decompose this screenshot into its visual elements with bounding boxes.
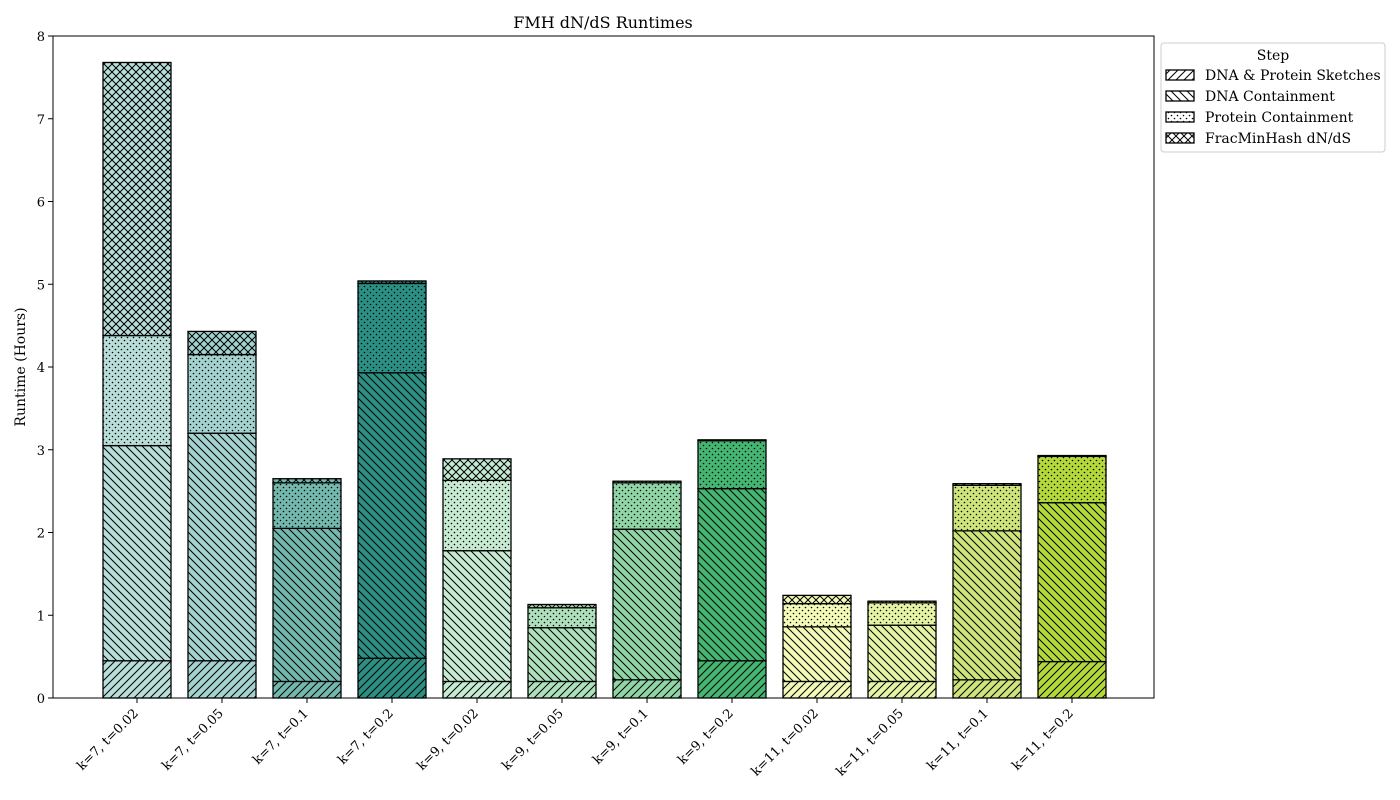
legend-label-3: Protein Containment bbox=[1205, 110, 1354, 126]
bar-segment-7-s4 bbox=[612, 480, 682, 484]
x-tick-label: k=7, t=0.1 bbox=[250, 706, 312, 768]
x-tick-label: k=9, t=0.02 bbox=[414, 706, 481, 773]
bar-segment-7-s1 bbox=[612, 679, 682, 699]
bar-segment-11-s2 bbox=[952, 530, 1022, 681]
y-tick-label: 1 bbox=[37, 609, 45, 624]
y-tick-label: 0 bbox=[37, 692, 45, 707]
bar-segment-8-s3 bbox=[697, 439, 767, 490]
bar-segment-5-s3 bbox=[442, 479, 512, 552]
y-tick-label: 3 bbox=[37, 444, 45, 459]
bar-segment-10-s3 bbox=[867, 602, 937, 626]
bar-segment-5-s2 bbox=[442, 550, 512, 683]
bar-segment-8-s1 bbox=[697, 660, 767, 699]
bar-segment-11-s3 bbox=[952, 484, 1022, 532]
bar-segment-6-s3 bbox=[527, 607, 597, 629]
bar-segment-2-s2 bbox=[187, 432, 257, 662]
x-tick-label: k=11, t=0.02 bbox=[749, 706, 822, 779]
bar-segment-4-s4 bbox=[357, 280, 427, 285]
legend-frame bbox=[1160, 42, 1386, 153]
bar-segment-9-s2 bbox=[782, 626, 852, 683]
bar-segment-2-s1 bbox=[187, 660, 257, 699]
legend: Step DNA & Protein Sketches DNA Containme… bbox=[1160, 42, 1386, 153]
bar-segment-3-s3 bbox=[272, 482, 342, 530]
x-tick-label: k=11, t=0.05 bbox=[834, 706, 907, 779]
bar-segment-3-s2 bbox=[272, 527, 342, 683]
bar-segment-1-s4 bbox=[102, 61, 172, 337]
bar-segment-4-s3 bbox=[357, 282, 427, 374]
y-tick-label: 4 bbox=[37, 361, 45, 376]
legend-swatch-4 bbox=[1165, 132, 1195, 144]
bar-segment-3-s4 bbox=[272, 478, 342, 484]
x-tick-label: k=9, t=0.05 bbox=[499, 706, 566, 773]
bar-segment-7-s3 bbox=[612, 482, 682, 530]
bar-segment-9-s1 bbox=[782, 680, 852, 699]
y-tick-label: 6 bbox=[37, 196, 45, 211]
x-tick-label: k=11, t=0.2 bbox=[1009, 706, 1076, 773]
legend-swatch-2 bbox=[1165, 90, 1195, 102]
y-tick-label: 7 bbox=[37, 113, 45, 128]
legend-title: Step bbox=[1257, 48, 1290, 64]
bar-segment-1-s2 bbox=[102, 444, 172, 662]
bar-segment-12-s3 bbox=[1037, 455, 1107, 504]
bar-segment-2-s4 bbox=[187, 330, 257, 356]
bar-segment-12-s4 bbox=[1037, 454, 1107, 458]
bar-segment-9-s3 bbox=[782, 603, 852, 628]
bars-group bbox=[102, 61, 1107, 699]
y-tick-label: 8 bbox=[37, 30, 45, 45]
bar-segment-1-s3 bbox=[102, 334, 172, 447]
legend-label-1: DNA & Protein Sketches bbox=[1205, 68, 1381, 84]
y-tick-label: 5 bbox=[37, 278, 45, 293]
bar-segment-2-s3 bbox=[187, 353, 257, 434]
chart-title: FMH dN/dS Runtimes bbox=[513, 13, 693, 32]
x-tick-label: k=7, t=0.05 bbox=[159, 706, 226, 773]
bar-segment-10-s4 bbox=[867, 600, 937, 604]
bar-segment-8-s2 bbox=[697, 487, 767, 662]
bar-segment-12-s1 bbox=[1037, 660, 1107, 699]
bar-segment-1-s1 bbox=[102, 660, 172, 699]
bar-segment-10-s2 bbox=[867, 624, 937, 683]
bar-segment-5-s1 bbox=[442, 680, 512, 699]
bar-segment-11-s1 bbox=[952, 679, 1022, 699]
y-axis: 0 1 2 3 4 5 6 7 8 bbox=[37, 30, 53, 707]
bar-segment-9-s4 bbox=[782, 594, 852, 605]
bar-segment-11-s4 bbox=[952, 483, 1022, 486]
legend-label-4: FracMinHash dN/dS bbox=[1205, 131, 1351, 147]
bar-segment-10-s1 bbox=[867, 680, 937, 699]
bar-segment-5-s4 bbox=[442, 458, 512, 482]
y-tick-label: 2 bbox=[37, 527, 45, 542]
bar-segment-4-s1 bbox=[357, 657, 427, 699]
bar-segment-6-s2 bbox=[527, 627, 597, 683]
x-axis: k=7, t=0.02 k=7, t=0.05 k=7, t=0.1 k=7, t=0… bbox=[74, 698, 1077, 780]
x-tick-label: k=7, t=0.2 bbox=[335, 706, 397, 768]
legend-swatch-3 bbox=[1165, 111, 1195, 123]
x-tick-label: k=9, t=0.1 bbox=[590, 706, 652, 768]
legend-label-2: DNA Containment bbox=[1205, 89, 1335, 105]
legend-swatch-1 bbox=[1165, 69, 1195, 81]
bar-segment-6-s4 bbox=[527, 603, 597, 609]
bar-segment-6-s1 bbox=[527, 680, 597, 699]
bar-segment-8-s4 bbox=[697, 439, 767, 442]
x-tick-label: k=11, t=0.1 bbox=[924, 706, 991, 773]
x-tick-label: k=7, t=0.02 bbox=[74, 706, 141, 773]
bar-segment-7-s2 bbox=[612, 528, 682, 681]
bar-segment-12-s2 bbox=[1037, 502, 1107, 663]
y-axis-label: Runtime (Hours) bbox=[13, 307, 29, 426]
bar-segment-4-s2 bbox=[357, 372, 427, 659]
bar-segment-3-s1 bbox=[272, 680, 342, 699]
x-tick-label: k=9, t=0.2 bbox=[675, 706, 737, 768]
